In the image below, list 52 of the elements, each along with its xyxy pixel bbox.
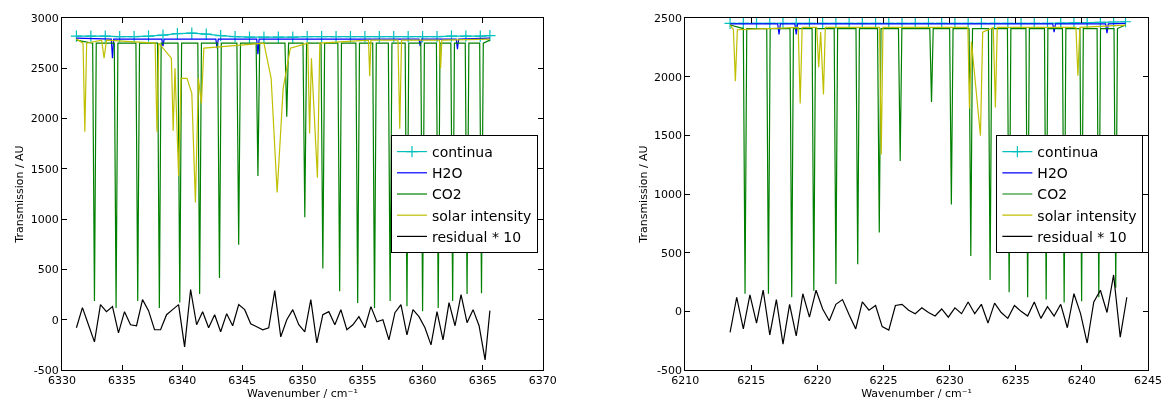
x-tick-label: 6215 (737, 374, 766, 388)
line-series (75, 38, 491, 204)
legend-label: continua (1037, 144, 1099, 161)
y-tick-label: 1000 (30, 212, 59, 226)
x-tick-label: 6210 (671, 374, 700, 388)
y-tick-label: 0 (51, 313, 59, 327)
x-tick-label: 6220 (803, 374, 832, 388)
y-axis-title: Transmission / AU (636, 145, 650, 244)
x-tick-label: 6245 (1134, 374, 1162, 388)
y-tick-label: 2000 (653, 70, 682, 84)
legend-label: solar intensity (1037, 207, 1137, 224)
x-tick-label: 6235 (1001, 374, 1030, 388)
y-tick-label: -500 (33, 363, 59, 377)
legend-label: H2O (1037, 165, 1068, 182)
y-tick-label: 1500 (653, 129, 682, 143)
x-tick-label: 6350 (288, 374, 317, 388)
line-series (729, 24, 1127, 156)
legend-label: solar intensity (431, 207, 532, 224)
line-series (729, 274, 1128, 345)
line-series (729, 22, 1127, 36)
y-tick-label: 3000 (30, 11, 59, 25)
legend-label: residual * 10 (1037, 228, 1127, 245)
legend-label: continua (431, 144, 493, 161)
y-tick-label: 1500 (30, 162, 59, 176)
x-tick-label: 6360 (408, 374, 437, 388)
y-tick-label: -500 (656, 363, 682, 377)
x-tick-label: 6365 (468, 374, 497, 388)
x-tick-label: 6370 (528, 374, 557, 388)
y-tick-label: 500 (660, 246, 682, 260)
legend-label: CO2 (431, 186, 462, 203)
x-tick-label: 6230 (935, 374, 964, 388)
legend-label: H2O (431, 165, 463, 182)
x-tick-label: 6225 (869, 374, 898, 388)
x-tick-label: 6335 (108, 374, 137, 388)
y-axis-title: Transmission / AU (13, 145, 27, 244)
y-tick-label: 2500 (30, 62, 59, 76)
legend-label: residual * 10 (431, 228, 522, 245)
x-tick-label: 6340 (168, 374, 197, 388)
line-series (75, 37, 491, 59)
y-tick-label: 500 (37, 263, 59, 277)
y-tick-label: 2000 (30, 112, 59, 126)
x-tick-label: 6330 (48, 374, 76, 388)
y-tick-label: 0 (674, 305, 682, 319)
x-tick-label: 6240 (1067, 374, 1096, 388)
x-axis-title: Wavenumber / cm⁻¹ (861, 387, 972, 401)
x-tick-label: 6345 (228, 374, 257, 388)
y-tick-label: 2500 (653, 11, 682, 25)
x-tick-label: 6355 (348, 374, 377, 388)
line-series (75, 288, 491, 361)
y-tick-label: 1000 (653, 187, 682, 201)
x-axis-title: Wavenumber / cm⁻¹ (246, 387, 358, 401)
legend-label: CO2 (1037, 186, 1068, 203)
